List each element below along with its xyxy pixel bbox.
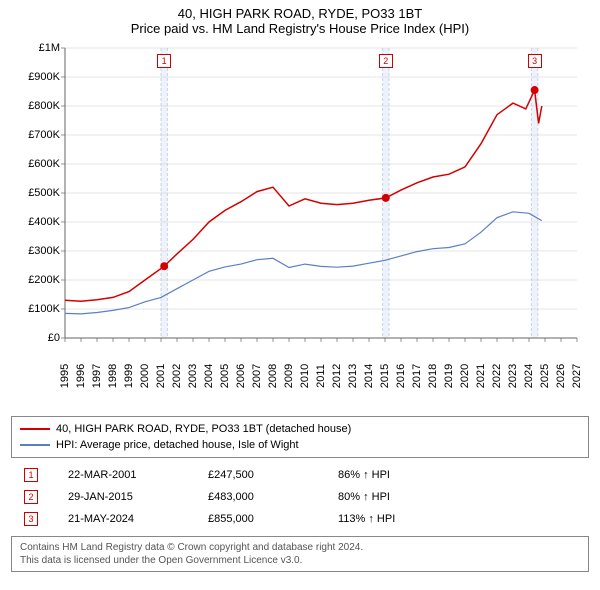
legend-label: 40, HIGH PARK ROAD, RYDE, PO33 1BT (deta… [56,423,351,435]
transaction-marker-icon: 1 [24,468,38,482]
x-axis-labels: 1995199619971998199920002001200220032004… [10,370,590,410]
footer-attribution: Contains HM Land Registry data © Crown c… [11,536,589,572]
transaction-price: £483,000 [208,491,338,503]
x-tick-label: 2005 [219,364,231,388]
chart-marker: 3 [528,54,542,68]
x-tick-label: 2026 [555,364,567,388]
x-tick-label: 2017 [411,364,423,388]
transaction-marker-icon: 2 [24,490,38,504]
x-tick-label: 1999 [123,364,135,388]
transaction-vs-hpi: 80% ↑ HPI [338,491,458,503]
transaction-row: 3 21-MAY-2024£855,000113% ↑ HPI [20,508,580,530]
x-tick-label: 2022 [491,364,503,388]
x-tick-label: 2010 [299,364,311,388]
transaction-vs-hpi: 86% ↑ HPI [338,469,458,481]
transaction-marker-icon: 3 [24,512,38,526]
x-tick-label: 2024 [523,364,535,388]
x-tick-label: 2003 [187,364,199,388]
transaction-vs-hpi: 113% ↑ HPI [338,513,458,525]
transaction-date: 21-MAY-2024 [68,513,208,525]
transactions-table: 1 22-MAR-2001£247,50086% ↑ HPI 2 29-JAN-201… [20,464,580,530]
chart-marker: 1 [157,54,171,68]
x-tick-label: 1998 [107,364,119,388]
x-tick-label: 2016 [395,364,407,388]
x-tick-label: 2004 [203,364,215,388]
x-tick-label: 2013 [347,364,359,388]
x-tick-label: 2012 [331,364,343,388]
transaction-row: 1 22-MAR-2001£247,50086% ↑ HPI [20,464,580,486]
transaction-price: £247,500 [208,469,338,481]
footer-line-2: This data is licensed under the Open Gov… [20,554,580,567]
transaction-price: £855,000 [208,513,338,525]
x-tick-label: 1995 [59,364,71,388]
x-tick-label: 2023 [507,364,519,388]
x-tick-label: 2002 [171,364,183,388]
x-tick-label: 2011 [315,364,327,388]
x-tick-label: 2006 [235,364,247,388]
x-tick-label: 2000 [139,364,151,388]
x-tick-label: 2019 [443,364,455,388]
footer-line-1: Contains HM Land Registry data © Crown c… [20,541,580,554]
transaction-date: 22-MAR-2001 [68,469,208,481]
x-tick-label: 2020 [459,364,471,388]
x-tick-label: 2001 [155,364,167,388]
legend-label: HPI: Average price, detached house, Isle… [56,439,299,451]
x-tick-label: 2009 [283,364,295,388]
legend-item: 40, HIGH PARK ROAD, RYDE, PO33 1BT (deta… [20,421,580,437]
line-chart-svg [10,40,590,370]
x-tick-label: 2018 [427,364,439,388]
transaction-row: 2 29-JAN-2015£483,00080% ↑ HPI [20,486,580,508]
x-tick-label: 2008 [267,364,279,388]
x-tick-label: 2027 [571,364,583,388]
x-tick-label: 2021 [475,364,487,388]
chart-area: £0£100K£200K£300K£400K£500K£600K£700K£80… [10,40,590,370]
chart-subtitle: Price paid vs. HM Land Registry's House … [0,21,600,40]
x-tick-label: 1996 [75,364,87,388]
chart-title: 40, HIGH PARK ROAD, RYDE, PO33 1BT [0,0,600,21]
x-tick-label: 1997 [91,364,103,388]
chart-marker: 2 [379,54,393,68]
x-tick-label: 2014 [363,364,375,388]
x-tick-label: 2025 [539,364,551,388]
legend-swatch-icon [20,444,50,446]
chart-container: 40, HIGH PARK ROAD, RYDE, PO33 1BT Price… [0,0,600,572]
legend-swatch-icon [20,428,50,430]
legend: 40, HIGH PARK ROAD, RYDE, PO33 1BT (deta… [11,416,589,458]
transaction-date: 29-JAN-2015 [68,491,208,503]
legend-item: HPI: Average price, detached house, Isle… [20,437,580,453]
x-tick-label: 2015 [379,364,391,388]
x-tick-label: 2007 [251,364,263,388]
